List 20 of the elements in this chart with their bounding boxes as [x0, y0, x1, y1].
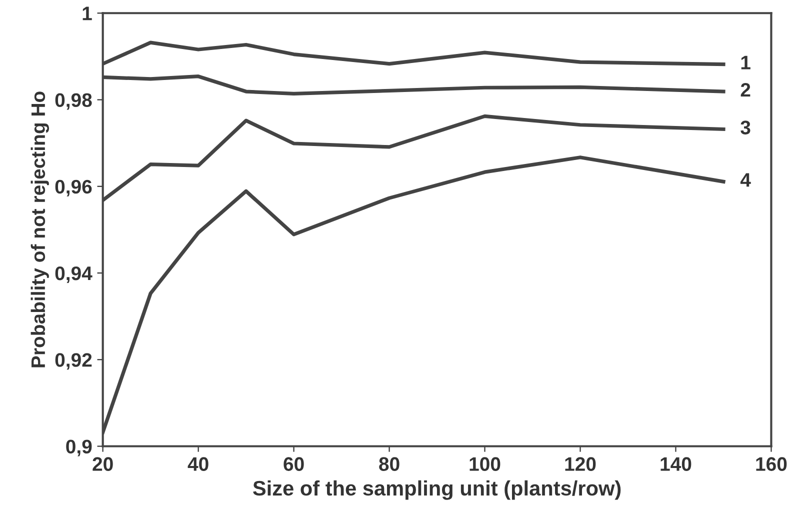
x-tick-label: 80: [379, 457, 400, 471]
x-tick-label: 120: [565, 457, 596, 471]
x-tick-label: 60: [284, 457, 304, 471]
y-tick-label: 0,9: [66, 440, 92, 456]
x-tick-label: 20: [92, 457, 113, 471]
x-tick-label: 140: [660, 457, 692, 471]
y-axis-title: Probability of not rejecting Ho: [30, 92, 50, 368]
x-tick-label: 160: [756, 457, 787, 471]
y-tick-label: 0,96: [55, 180, 92, 196]
y-tick-label: 0,94: [55, 266, 92, 284]
y-tick-label: 1: [82, 6, 92, 20]
y-tick-label: 0,98: [55, 93, 92, 110]
y-tick-label: 0,92: [55, 353, 92, 370]
series-label: 4: [740, 173, 751, 187]
series-label: 2: [740, 82, 750, 97]
x-tick-label: 100: [470, 457, 500, 471]
x-axis-title: Size of the sampling unit (plants/row): [253, 480, 621, 500]
series-label: 1: [741, 56, 750, 70]
series-label: 3: [740, 120, 750, 134]
x-tick-label: 40: [188, 457, 208, 471]
